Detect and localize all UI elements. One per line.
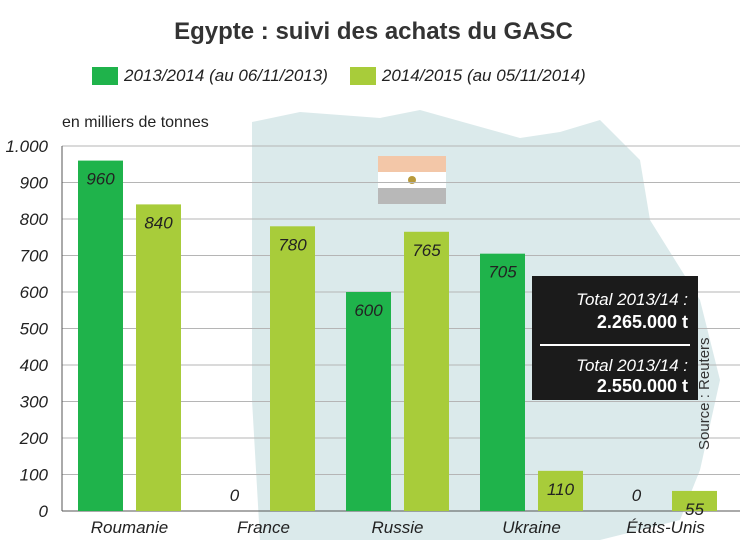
legend-label-series-1: 2013/2014 (au 06/11/2013) [124,66,328,85]
legend: 2013/2014 (au 06/11/2013) 2014/2015 (au … [92,66,586,86]
bar-value-label: 765 [412,241,441,260]
bar-value-label: 960 [86,170,115,189]
y-tick-label: 600 [20,283,49,302]
legend-swatch-series-2 [349,67,376,85]
legend-item-series-2: 2014/2015 (au 05/11/2014) [349,66,586,86]
chart-title: Egypte : suivi des achats du GASC [174,18,573,45]
legend-swatch-series-1 [92,67,118,85]
flag-stripe [378,188,446,204]
y-tick-label: 0 [39,502,49,521]
x-tick-label: France [237,518,290,537]
bar-series-1 [346,292,391,511]
y-tick-label: 300 [20,393,49,412]
bar-series-2 [538,470,583,511]
bar-value-label: 840 [144,213,173,232]
flag-stripe [378,156,446,172]
y-tick-label: 900 [20,174,49,193]
bar-value-label: 600 [354,301,383,320]
bar-value-label: 0 [632,486,642,505]
y-tick-label: 200 [19,429,49,448]
bar-value-label: 110 [547,480,575,499]
bar-series-2 [270,226,315,512]
y-tick-label: 400 [20,356,49,375]
bar-series-1 [78,160,123,511]
x-tick-label: Roumanie [91,518,169,537]
bar-series-2 [136,204,181,511]
y-tick-label: 700 [20,247,49,266]
bar-series-2 [672,490,717,511]
y-tick-label: 1.000 [5,137,48,156]
legend-item-series-1: 2013/2014 (au 06/11/2013) [92,66,328,86]
y-tick-label: 100 [20,466,49,485]
total-label-2: Total 2013/14 : [576,356,688,375]
total-label-1: Total 2013/14 : [576,290,688,309]
bar-series-1 [480,253,525,512]
y-tick-label: 800 [20,210,49,229]
totals-divider [540,344,690,346]
unit-label: en milliers de tonnes [62,114,209,131]
x-tick-label: Russie [372,518,424,537]
total-value-2: 2.550.000 t [596,376,688,396]
bar-value-label: 55 [685,500,704,519]
bar-value-label: 0 [230,486,240,505]
bar-value-label: 705 [488,263,517,282]
x-tick-label: États-Unis [626,518,705,537]
total-value-1: 2.265.000 t [596,312,688,332]
bar-value-label: 780 [278,235,307,254]
totals-box: Total 2013/14 : 2.265.000 t Total 2013/1… [532,276,698,400]
x-tick-label: Ukraine [502,518,561,537]
legend-label-series-2: 2014/2015 (au 05/11/2014) [381,66,586,85]
source-label: Source : Reuters [696,337,713,450]
bar-series-2 [404,231,449,511]
y-tick-label: 500 [20,320,49,339]
